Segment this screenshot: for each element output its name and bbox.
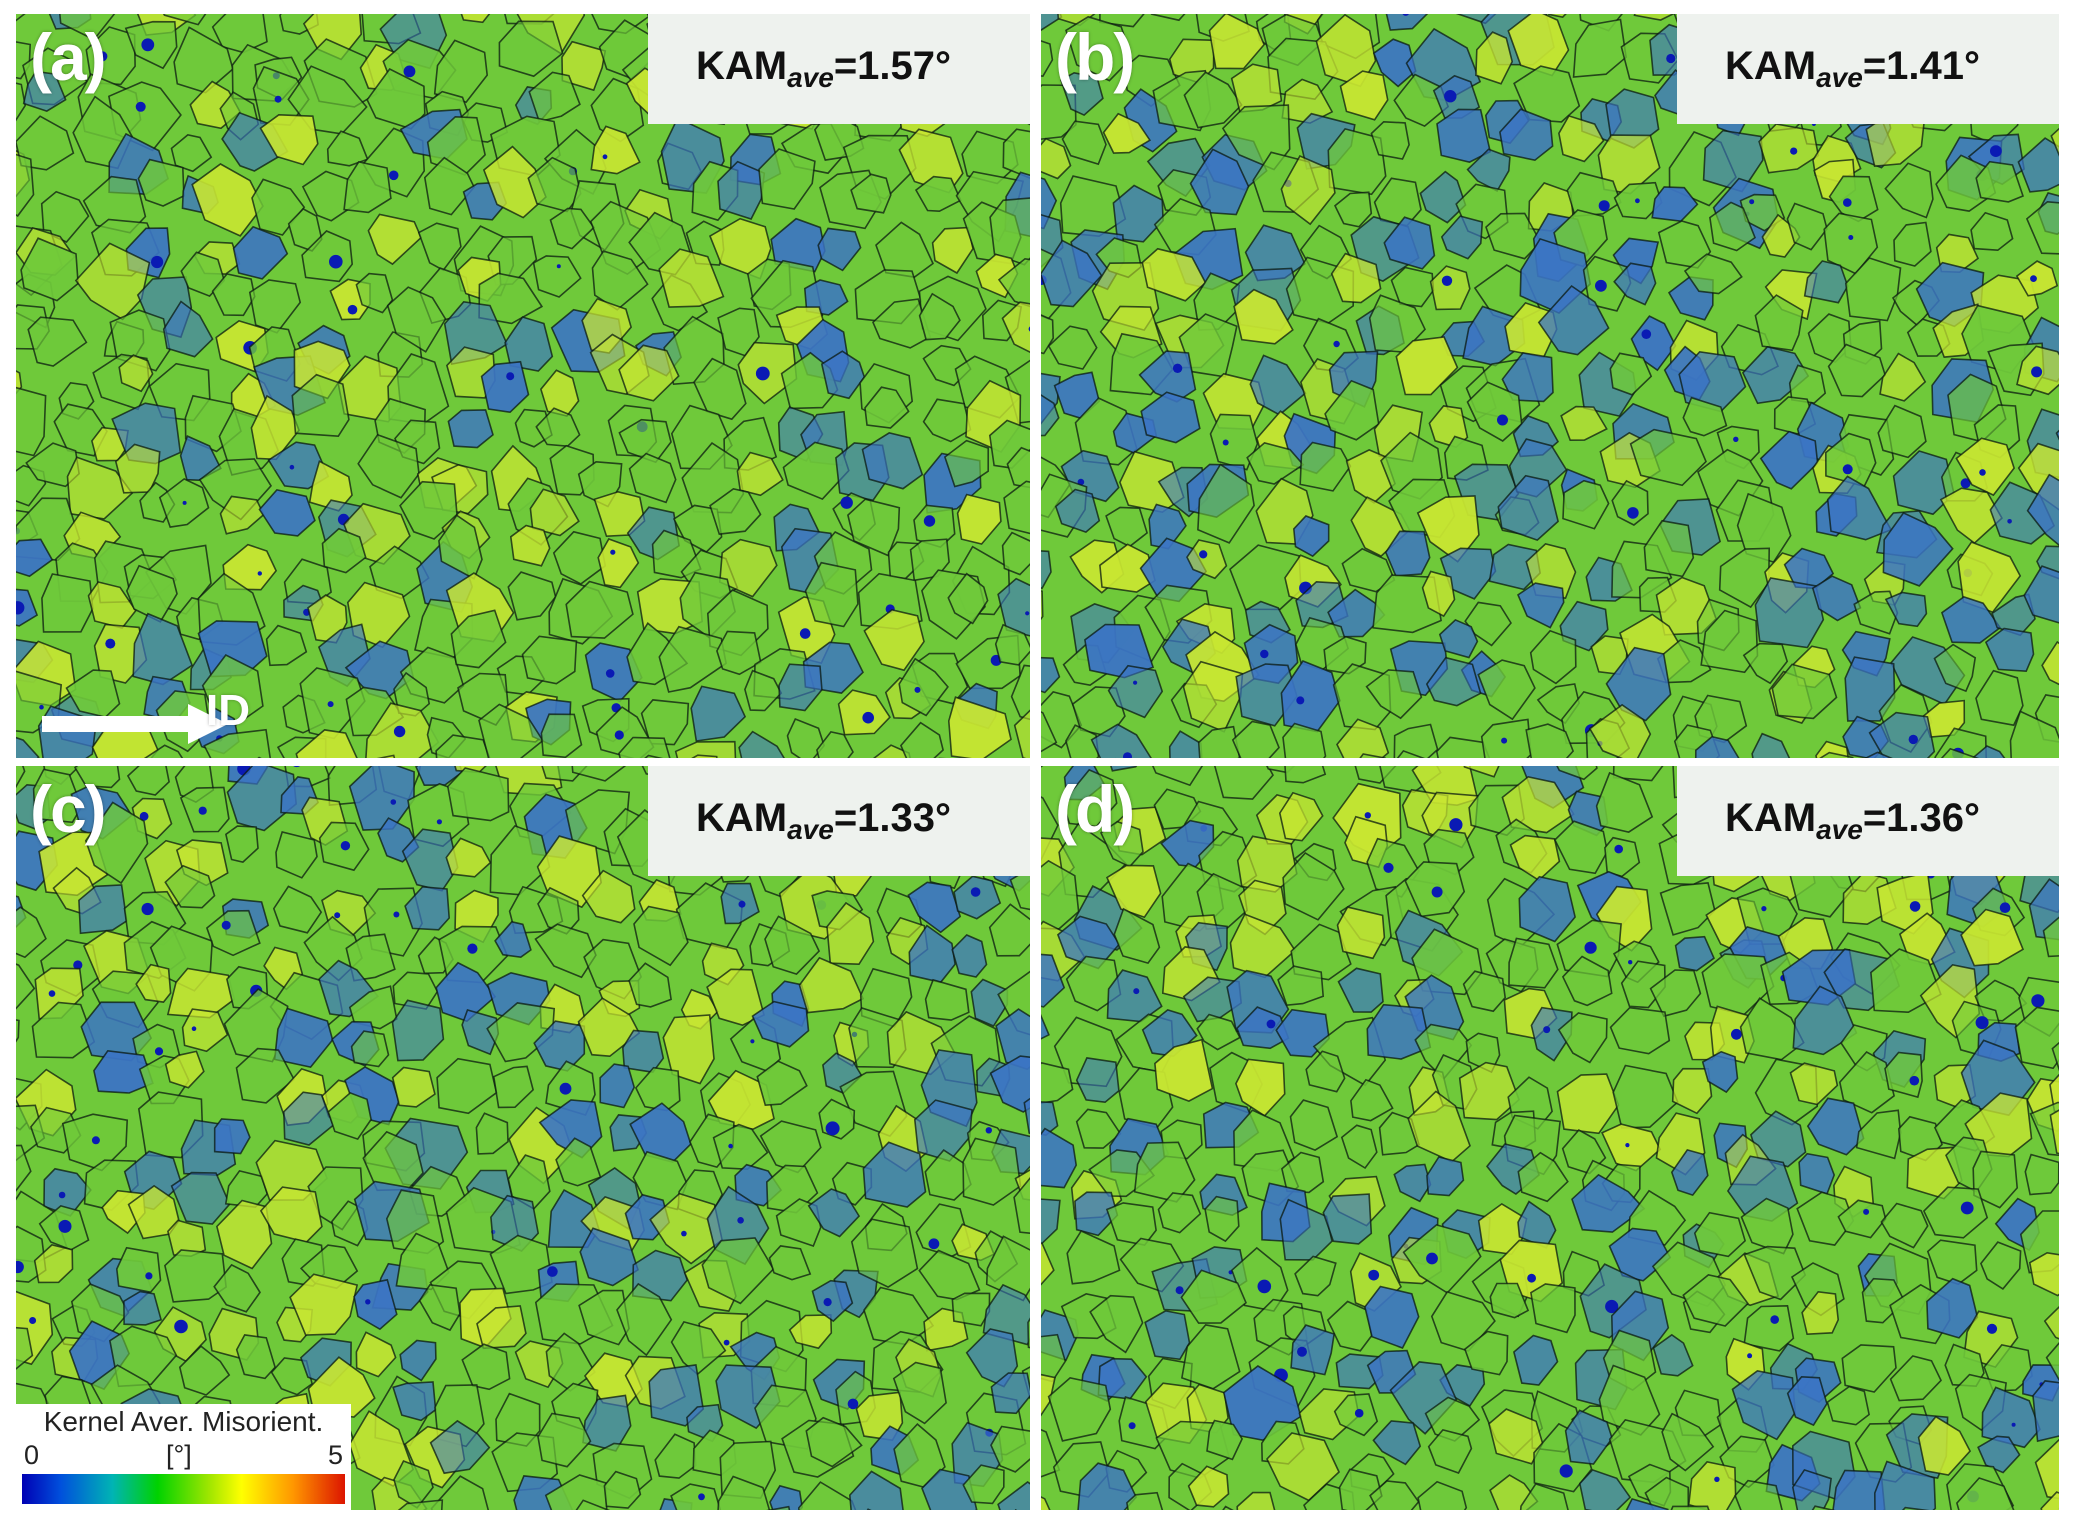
panel-label-a: (a) <box>30 20 107 94</box>
kam-prefix-d: KAM <box>1725 796 1817 840</box>
kam-map-panel-a: (a) KAMave=1.57° ID <box>16 14 1030 758</box>
kam-subscript-d: ave <box>1816 814 1863 845</box>
kam-subscript-c: ave <box>787 814 834 845</box>
legend-max-label: 5 <box>327 1440 343 1470</box>
kam-average-box-d: KAMave=1.36° <box>1677 766 2059 876</box>
kam-value-d: =1.36° <box>1862 796 1981 840</box>
kam-prefix-a: KAM <box>696 44 788 88</box>
kam-average-text-a: KAMave=1.57° <box>696 44 951 94</box>
panel-label-c: (c) <box>30 772 107 846</box>
kam-prefix-c: KAM <box>696 796 788 840</box>
kam-map-image-b <box>1041 14 2059 758</box>
legend-title: Kernel Aver. Misorient. <box>43 1406 324 1437</box>
kam-map-image-a <box>16 14 1030 758</box>
kam-prefix-b: KAM <box>1725 44 1817 88</box>
kam-map-panel-d: (d) KAMave=1.36° <box>1041 766 2059 1510</box>
legend-unit-label: [°] <box>166 1440 192 1470</box>
kam-average-box-a: KAMave=1.57° <box>648 14 1030 124</box>
kam-value-a: =1.57° <box>833 44 952 88</box>
kam-subscript-a: ave <box>787 62 834 93</box>
kam-average-text-d: KAMave=1.36° <box>1725 796 1980 846</box>
kam-average-box-b: KAMave=1.41° <box>1677 14 2059 124</box>
kam-average-text-b: KAMave=1.41° <box>1725 44 1980 94</box>
kam-map-image-c <box>16 766 1030 1510</box>
kam-subscript-b: ave <box>1816 62 1863 93</box>
kam-value-c: =1.33° <box>833 796 952 840</box>
legend-min-label: 0 <box>24 1440 40 1470</box>
kam-map-panel-b: (b) KAMave=1.41° <box>1041 14 2059 758</box>
direction-label: ID <box>206 686 250 735</box>
kam-map-panel-c: (c) KAMave=1.33° <box>16 766 1030 1510</box>
panel-label-d: (d) <box>1055 772 1135 846</box>
color-scale-legend: Kernel Aver. Misorient. 0 [°] 5 <box>16 1404 351 1510</box>
direction-arrow-icon <box>42 704 228 744</box>
panel-label-b: (b) <box>1055 20 1135 94</box>
kam-average-box-c: KAMave=1.33° <box>648 766 1030 876</box>
kam-value-b: =1.41° <box>1862 44 1981 88</box>
kam-average-text-c: KAMave=1.33° <box>696 796 951 846</box>
legend-color-bar <box>22 1474 345 1504</box>
kam-map-image-d <box>1041 766 2059 1510</box>
